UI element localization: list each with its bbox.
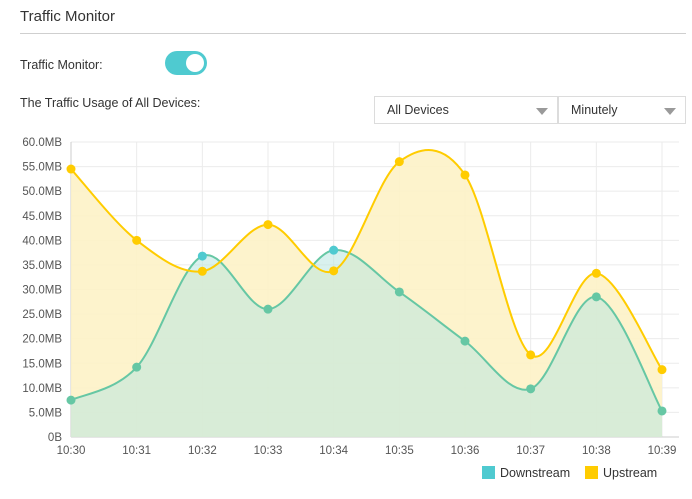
toggle-knob bbox=[186, 54, 204, 72]
y-tick-label: 10.0MB bbox=[22, 383, 62, 395]
upstream-point bbox=[197, 266, 207, 276]
chevron-down-icon bbox=[536, 108, 548, 115]
y-tick-label: 55.0MB bbox=[22, 162, 62, 174]
downstream-line bbox=[70, 249, 663, 412]
downstream-point bbox=[657, 406, 667, 416]
y-tick-label: 20.0MB bbox=[22, 334, 62, 346]
y-tick-label: 45.0MB bbox=[22, 211, 62, 223]
upstream-point bbox=[132, 235, 142, 245]
y-tick-label: 0B bbox=[48, 432, 62, 444]
device-select[interactable]: All Devices bbox=[374, 96, 558, 124]
downstream-point bbox=[394, 287, 404, 297]
x-tick-label: 10:31 bbox=[122, 445, 151, 457]
downstream-point bbox=[132, 362, 142, 372]
upstream-point bbox=[657, 365, 667, 375]
y-tick-label: 40.0MB bbox=[22, 235, 62, 247]
interval-select-value: Minutely bbox=[571, 103, 618, 117]
upstream-point bbox=[591, 268, 601, 278]
upstream-area bbox=[71, 150, 662, 437]
y-tick-label: 25.0MB bbox=[22, 309, 62, 321]
traffic-monitor-toggle[interactable] bbox=[165, 51, 207, 75]
upstream-point bbox=[263, 220, 273, 230]
interval-select[interactable]: Minutely bbox=[558, 96, 686, 124]
upstream-point bbox=[66, 164, 76, 174]
x-tick-label: 10:30 bbox=[57, 445, 86, 457]
upstream-point bbox=[329, 266, 339, 276]
legend-swatch-upstream bbox=[585, 466, 598, 479]
upstream-point bbox=[460, 170, 470, 180]
upstream-point bbox=[394, 157, 404, 167]
x-tick-label: 10:39 bbox=[648, 445, 677, 457]
legend-swatch-downstream bbox=[482, 466, 495, 479]
legend-label-downstream: Downstream bbox=[500, 466, 571, 480]
y-tick-label: 60.0MB bbox=[22, 137, 62, 149]
title-divider bbox=[20, 33, 686, 34]
x-tick-label: 10:33 bbox=[254, 445, 283, 457]
x-tick-label: 10:36 bbox=[451, 445, 480, 457]
x-tick-label: 10:34 bbox=[319, 445, 348, 457]
downstream-point bbox=[329, 245, 339, 255]
y-tick-label: 15.0MB bbox=[22, 358, 62, 370]
downstream-point bbox=[526, 384, 536, 394]
downstream-point bbox=[460, 336, 470, 346]
upstream-line bbox=[70, 149, 663, 371]
x-tick-label: 10:37 bbox=[516, 445, 545, 457]
downstream-area bbox=[71, 249, 662, 437]
downstream-point bbox=[591, 292, 601, 302]
downstream-point bbox=[197, 251, 207, 261]
downstream-point bbox=[66, 395, 76, 405]
x-tick-label: 10:32 bbox=[188, 445, 217, 457]
upstream-point bbox=[526, 350, 536, 360]
y-tick-label: 35.0MB bbox=[22, 260, 62, 272]
x-tick-label: 10:35 bbox=[385, 445, 414, 457]
traffic-usage-label: The Traffic Usage of All Devices: bbox=[20, 96, 201, 110]
downstream-point bbox=[263, 304, 273, 314]
legend-item-upstream: Upstream bbox=[585, 466, 657, 480]
x-tick-label: 10:38 bbox=[582, 445, 611, 457]
y-tick-label: 30.0MB bbox=[22, 285, 62, 297]
page-title: Traffic Monitor bbox=[20, 8, 116, 25]
legend-label-upstream: Upstream bbox=[603, 466, 658, 480]
y-tick-label: 50.0MB bbox=[22, 186, 62, 198]
traffic-monitor-label: Traffic Monitor: bbox=[20, 58, 103, 72]
legend-item-downstream: Downstream bbox=[482, 466, 570, 480]
chevron-down-icon bbox=[664, 108, 676, 115]
y-tick-label: 5.0MB bbox=[29, 407, 63, 419]
device-select-value: All Devices bbox=[387, 103, 449, 117]
